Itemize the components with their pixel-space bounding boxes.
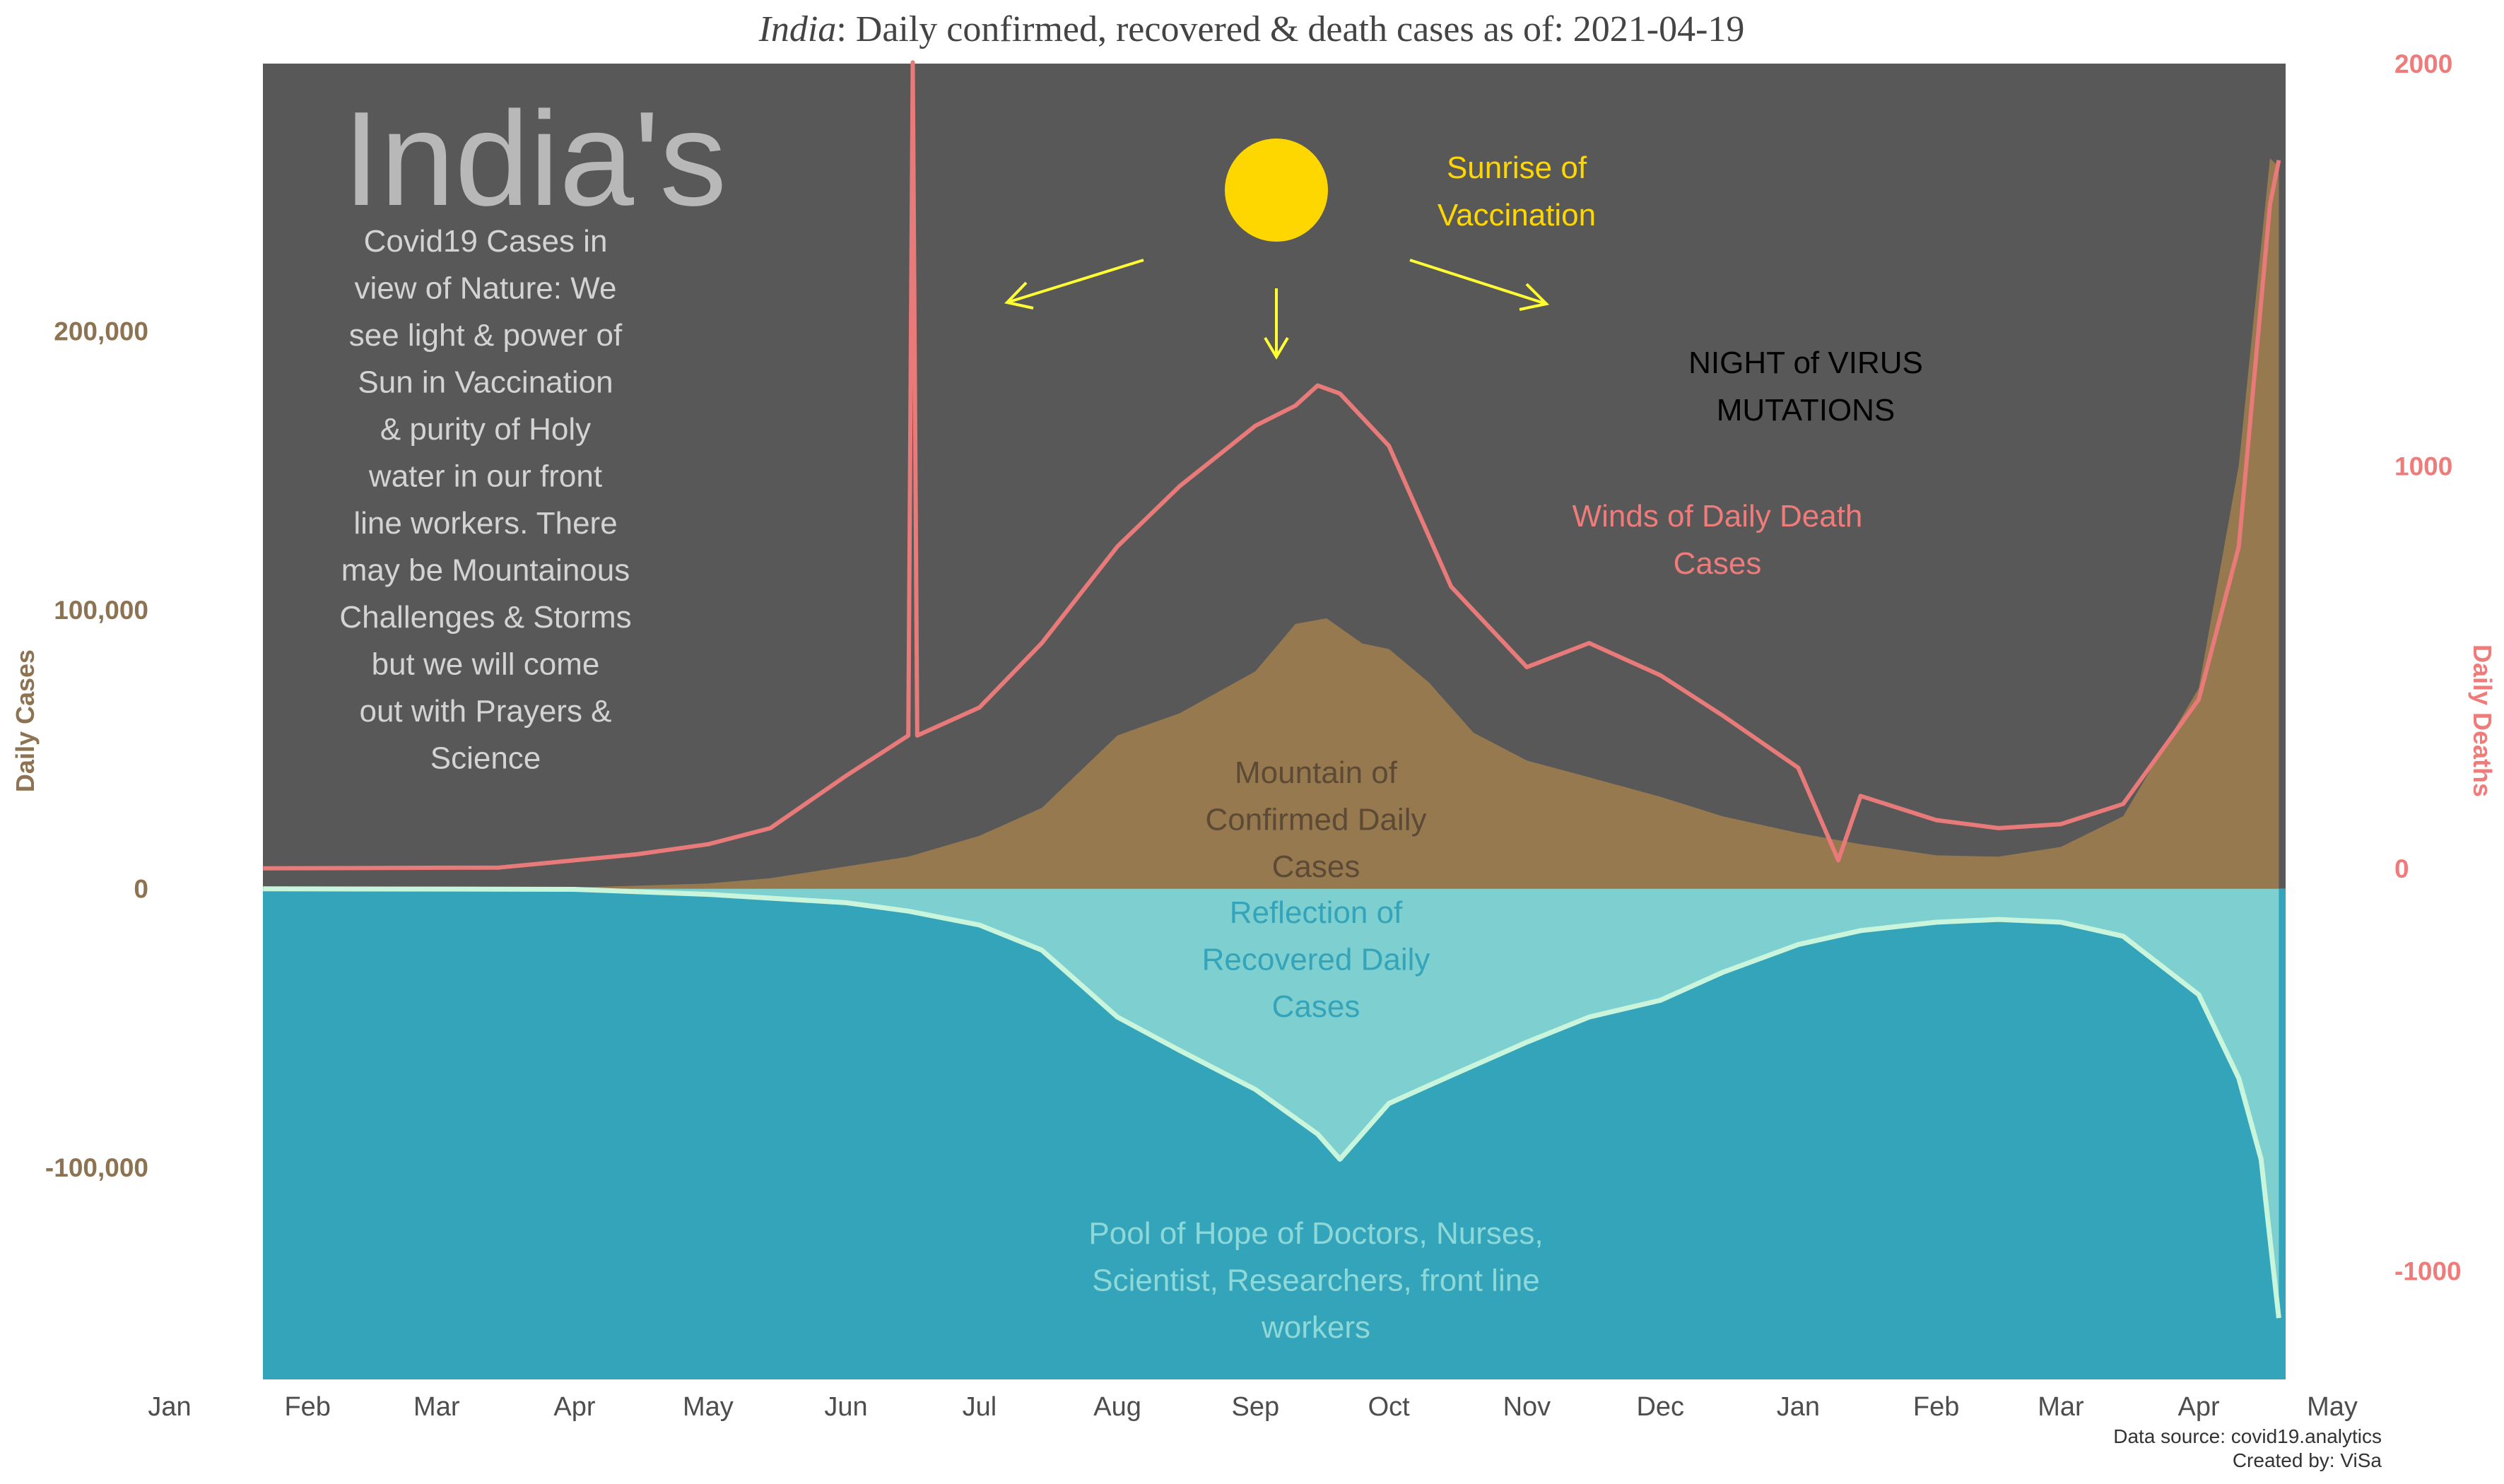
annotation-line: Mountain of [1235, 755, 1398, 790]
winds-annotation: Winds of Daily Death Cases [1573, 499, 1863, 581]
y-axis-left-title: Daily Cases [11, 649, 40, 792]
y-tick-left-label: 100,000 [54, 596, 148, 625]
arrow-left-icon [1006, 259, 1144, 304]
pool-annotation: Pool of Hope of Doctors, Nurses, Scientis… [1088, 1216, 1543, 1345]
x-tick-label: Feb [1913, 1392, 1959, 1422]
annotation-line: Covid19 Cases in [364, 224, 608, 259]
annotation-line: Sun in Vaccination [358, 365, 613, 400]
annotation-line: view of Nature: We [355, 271, 617, 306]
annotation-line: workers [1261, 1310, 1370, 1345]
chart-title-rest: : Daily confirmed, recovered & death cas… [836, 9, 1744, 49]
annotation-line: Cases [1674, 546, 1762, 581]
annotation-line: Cases [1272, 849, 1360, 884]
annotation-line: see light & power of [349, 318, 623, 353]
annotation-line: Winds of Daily Death [1573, 499, 1863, 534]
x-tick-label: Dec [1636, 1392, 1684, 1422]
annotation-line: Vaccination [1438, 198, 1596, 232]
y-tick-left-label: 0 [134, 875, 148, 904]
annotation-line: Confirmed Daily [1206, 803, 1427, 837]
x-axis: Jan Feb Mar Apr May Jun Jul Aug Sep Oct Nov Dec Jan F… [148, 1392, 2358, 1422]
x-tick-label: Jan [1777, 1392, 1820, 1422]
x-tick-label: Jul [963, 1392, 997, 1422]
annotation-line: water in our front [368, 459, 602, 494]
credit: Created by: ViSa [2233, 1449, 2382, 1471]
annotation-line: line workers. There [353, 506, 617, 541]
sunrise-annotation: Sunrise of Vaccination [1438, 151, 1596, 232]
mountain-annotation: Mountain of Confirmed Daily Cases [1206, 755, 1427, 884]
reflection-annotation: Reflection of Recovered Daily Cases [1202, 895, 1430, 1024]
x-tick-label: Mar [2038, 1392, 2084, 1422]
deaths-line [263, 60, 2281, 871]
confirmed-area [263, 158, 2279, 889]
x-tick-label: Feb [284, 1392, 330, 1422]
annotation-line: Challenges & Storms [339, 600, 631, 635]
arrow-right-head-icon [1519, 283, 1550, 311]
annotation-line: & purity of Holy [380, 412, 591, 447]
arrow-down-head-icon [1264, 336, 1289, 360]
arrow-right-icon [1409, 259, 1547, 305]
recovered-line [263, 886, 2281, 1319]
data-source: Data source: covid19.analytics [2113, 1425, 2382, 1447]
y-tick-right-label: 1000 [2394, 452, 2452, 481]
annotation-line: NIGHT of VIRUS [1688, 346, 1923, 380]
arrow-group [1004, 259, 1550, 360]
y-axis-left: 200,000 100,000 0 -100,000 [45, 317, 148, 1182]
annotation-line: Sunrise of [1447, 151, 1587, 185]
x-tick-label: Aug [1093, 1392, 1141, 1422]
annotation-line: Scientist, Researchers, front line [1092, 1264, 1539, 1298]
night-annotation: NIGHT of VIRUS MUTATIONS [1688, 346, 1923, 428]
left-annotation: Covid19 Cases in view of Nature: We see li… [339, 224, 631, 776]
x-tick-label: Jan [148, 1392, 191, 1422]
annotation-line: Cases [1272, 989, 1360, 1024]
x-tick-label: Mar [413, 1392, 460, 1422]
x-tick-label: May [2307, 1392, 2358, 1422]
sun-icon [1225, 139, 1328, 242]
x-tick-label: Apr [2178, 1392, 2220, 1422]
y-tick-left-label: -100,000 [45, 1153, 148, 1182]
chart-title-country: India [758, 9, 837, 49]
annotation-line: may be Mountainous [341, 553, 630, 588]
big-title: India's [343, 84, 727, 234]
annotation-line: Science [430, 741, 541, 776]
y-tick-left-label: 200,000 [54, 317, 148, 346]
chart-title: India: Daily confirmed, recovered & deat… [758, 9, 1745, 49]
y-axis-right-title: Daily Deaths [2468, 644, 2497, 797]
annotation-line: out with Prayers & [359, 694, 611, 729]
annotation-line: MUTATIONS [1717, 393, 1895, 428]
annotation-line: Pool of Hope of Doctors, Nurses, [1088, 1216, 1543, 1251]
x-tick-label: Apr [553, 1392, 595, 1422]
annotation-line: Reflection of [1230, 895, 1403, 930]
x-tick-label: Oct [1368, 1392, 1411, 1422]
y-tick-right-label: -1000 [2394, 1256, 2462, 1285]
y-tick-right-label: 2000 [2394, 49, 2452, 78]
y-axis-right: 2000 1000 0 -1000 [2394, 49, 2462, 1285]
y-tick-right-label: 0 [2394, 854, 2409, 883]
x-tick-label: Sep [1231, 1392, 1279, 1422]
annotation-line: Recovered Daily [1202, 943, 1430, 977]
annotation-line: but we will come [372, 647, 600, 682]
x-tick-label: May [683, 1392, 734, 1422]
recovered-area [263, 888, 2279, 1319]
x-tick-label: Nov [1503, 1392, 1551, 1422]
arrow-left-head-icon [1004, 281, 1034, 310]
x-tick-label: Jun [824, 1392, 867, 1422]
